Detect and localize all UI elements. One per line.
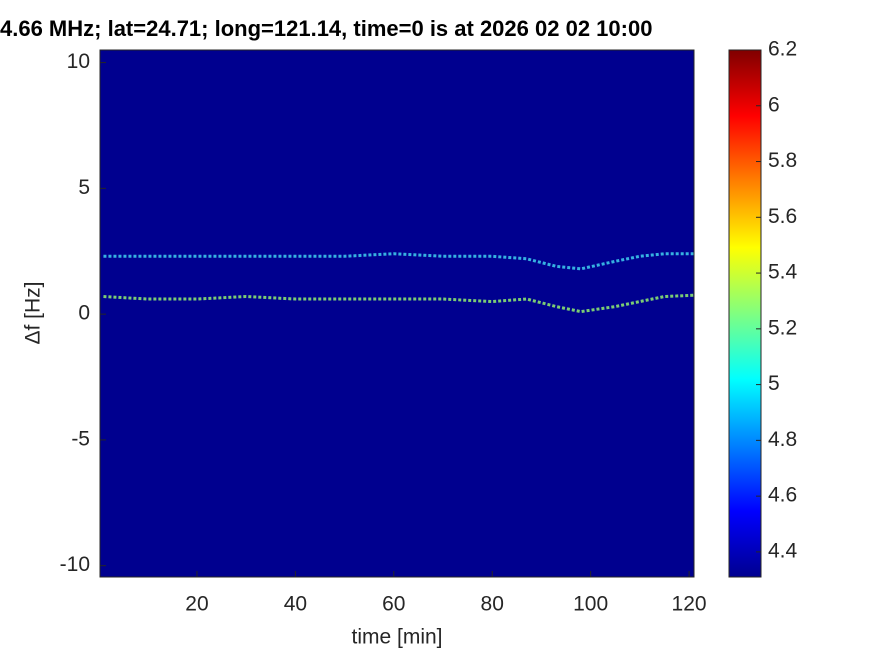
x-tick-label: 100 xyxy=(573,593,608,616)
x-tick-label: 120 xyxy=(672,593,707,616)
colorbar-tick-label: 5 xyxy=(768,372,780,395)
colorbar-tick-label: 4.8 xyxy=(768,428,797,451)
x-tick-label: 20 xyxy=(185,593,208,616)
plot-frame xyxy=(99,49,695,578)
colorbar xyxy=(728,49,762,578)
colorbar-tick-label: 5.2 xyxy=(768,316,797,339)
trace xyxy=(103,252,694,271)
y-axis-label: Δf [Hz] xyxy=(22,281,45,344)
colorbar-tick-label: 4.6 xyxy=(768,484,797,507)
colorbar-tick-label: 5.4 xyxy=(768,261,798,284)
y-tick-label: 0 xyxy=(78,302,90,325)
trace xyxy=(103,293,695,314)
x-axis-label: time [min] xyxy=(351,626,442,649)
x-tick-label: 60 xyxy=(382,593,405,616)
colorbar-tick-label: 6 xyxy=(768,93,780,116)
y-tick-label: 5 xyxy=(78,176,90,199)
y-tick-label: -5 xyxy=(71,427,90,450)
colorbar-tick-label: 5.8 xyxy=(768,149,797,172)
y-tick-label: 10 xyxy=(67,50,90,73)
x-tick-label: 40 xyxy=(284,593,307,616)
y-tick-label: -10 xyxy=(60,553,90,576)
colorbar-tick-label: 6.2 xyxy=(768,38,797,61)
colorbar-tick-label: 4.4 xyxy=(768,539,798,562)
plot-background xyxy=(100,50,694,577)
chart-title: 4.66 MHz; lat=24.71; long=121.14, time=0… xyxy=(0,16,652,41)
colorbar-tick-label: 5.6 xyxy=(768,205,797,228)
x-tick-label: 80 xyxy=(481,593,504,616)
